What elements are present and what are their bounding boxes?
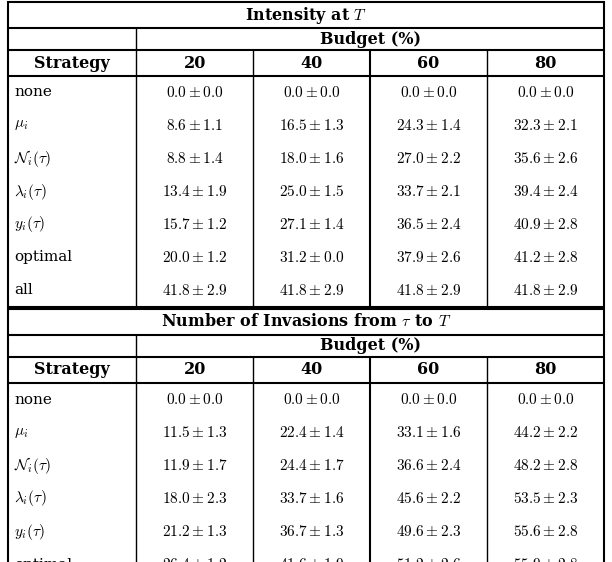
Text: $\mathcal{N}_i(\tau)$: $\mathcal{N}_i(\tau)$: [14, 148, 51, 169]
Text: 20: 20: [184, 55, 206, 71]
Text: $55.6\pm2.8$: $55.6\pm2.8$: [513, 524, 578, 539]
Text: $41.8\pm2.9$: $41.8\pm2.9$: [162, 283, 227, 298]
Bar: [8, 309, 604, 562]
Text: $48.2\pm2.8$: $48.2\pm2.8$: [513, 458, 578, 473]
Text: $11.5\pm1.3$: $11.5\pm1.3$: [162, 425, 227, 440]
Text: $0.0\pm0.0$: $0.0\pm0.0$: [517, 85, 575, 100]
Text: $33.1\pm1.6$: $33.1\pm1.6$: [396, 425, 461, 440]
Text: $0.0\pm0.0$: $0.0\pm0.0$: [166, 85, 223, 100]
Text: 80: 80: [534, 361, 557, 378]
Text: $41.6\pm1.9$: $41.6\pm1.9$: [279, 557, 344, 562]
Text: $18.0\pm1.6$: $18.0\pm1.6$: [279, 151, 344, 166]
Text: Strategy: Strategy: [34, 55, 110, 71]
Text: $36.7\pm1.3$: $36.7\pm1.3$: [279, 524, 344, 539]
Text: 40: 40: [300, 361, 323, 378]
Text: $8.8\pm1.4$: $8.8\pm1.4$: [166, 151, 223, 166]
Text: $31.2\pm0.0$: $31.2\pm0.0$: [279, 250, 345, 265]
Text: optimal: optimal: [14, 558, 72, 562]
Text: none: none: [14, 85, 52, 99]
Text: Intensity at $T$: Intensity at $T$: [245, 4, 367, 25]
Text: $y_i(\tau)$: $y_i(\tau)$: [14, 522, 45, 542]
Text: $\lambda_i(\tau)$: $\lambda_i(\tau)$: [14, 182, 47, 202]
Text: $0.0\pm0.0$: $0.0\pm0.0$: [283, 85, 340, 100]
Text: $45.6\pm2.2$: $45.6\pm2.2$: [396, 491, 461, 506]
Text: $26.4\pm1.2$: $26.4\pm1.2$: [162, 557, 227, 562]
Text: $49.6\pm2.3$: $49.6\pm2.3$: [396, 524, 461, 539]
Text: $33.7\pm2.1$: $33.7\pm2.1$: [396, 184, 461, 199]
Text: $36.6\pm2.4$: $36.6\pm2.4$: [396, 458, 461, 473]
Text: $44.2\pm2.2$: $44.2\pm2.2$: [513, 425, 578, 440]
Text: 40: 40: [300, 55, 323, 71]
Text: $22.4\pm1.4$: $22.4\pm1.4$: [279, 425, 345, 440]
Text: $18.0\pm2.3$: $18.0\pm2.3$: [162, 491, 227, 506]
Text: $40.9\pm2.8$: $40.9\pm2.8$: [513, 217, 578, 232]
Text: all: all: [14, 283, 33, 297]
Text: $27.0\pm2.2$: $27.0\pm2.2$: [396, 151, 461, 166]
Bar: [8, 2, 604, 307]
Text: optimal: optimal: [14, 251, 72, 265]
Text: $55.9\pm2.8$: $55.9\pm2.8$: [513, 557, 578, 562]
Text: Number of Invasions from $\tau$ to $T$: Number of Invasions from $\tau$ to $T$: [161, 314, 451, 330]
Text: $15.7\pm1.2$: $15.7\pm1.2$: [162, 217, 227, 232]
Text: $8.6\pm1.1$: $8.6\pm1.1$: [166, 118, 223, 133]
Text: $\lambda_i(\tau)$: $\lambda_i(\tau)$: [14, 488, 47, 509]
Text: $35.6\pm2.6$: $35.6\pm2.6$: [513, 151, 578, 166]
Text: $0.0\pm0.0$: $0.0\pm0.0$: [283, 392, 340, 407]
Text: none: none: [14, 392, 52, 406]
Text: $33.7\pm1.6$: $33.7\pm1.6$: [279, 491, 344, 506]
Text: $25.0\pm1.5$: $25.0\pm1.5$: [279, 184, 344, 199]
Text: $0.0\pm0.0$: $0.0\pm0.0$: [400, 85, 457, 100]
Text: $\mu_i$: $\mu_i$: [14, 119, 28, 133]
Text: 80: 80: [534, 55, 557, 71]
Text: $24.3\pm1.4$: $24.3\pm1.4$: [396, 118, 461, 133]
Text: $\mathcal{N}_i(\tau)$: $\mathcal{N}_i(\tau)$: [14, 455, 51, 476]
Text: $41.8\pm2.9$: $41.8\pm2.9$: [279, 283, 344, 298]
Text: $0.0\pm0.0$: $0.0\pm0.0$: [166, 392, 223, 407]
Text: $\mu_i$: $\mu_i$: [14, 425, 28, 439]
Text: $51.2\pm2.6$: $51.2\pm2.6$: [396, 557, 461, 562]
Text: $0.0\pm0.0$: $0.0\pm0.0$: [517, 392, 575, 407]
Text: $53.5\pm2.3$: $53.5\pm2.3$: [513, 491, 578, 506]
Text: $20.0\pm1.2$: $20.0\pm1.2$: [162, 250, 227, 265]
Text: Strategy: Strategy: [34, 361, 110, 378]
Text: $y_i(\tau)$: $y_i(\tau)$: [14, 215, 45, 234]
Text: Budget (%): Budget (%): [319, 30, 420, 48]
Text: $0.0\pm0.0$: $0.0\pm0.0$: [400, 392, 457, 407]
Text: $21.2\pm1.3$: $21.2\pm1.3$: [162, 524, 227, 539]
Text: Budget (%): Budget (%): [319, 338, 420, 355]
Text: $16.5\pm1.3$: $16.5\pm1.3$: [279, 118, 344, 133]
Text: $24.4\pm1.7$: $24.4\pm1.7$: [278, 458, 345, 473]
Text: 60: 60: [417, 361, 439, 378]
Text: 20: 20: [184, 361, 206, 378]
Text: $41.2\pm2.8$: $41.2\pm2.8$: [513, 250, 578, 265]
Text: $13.4\pm1.9$: $13.4\pm1.9$: [162, 184, 227, 199]
Text: 60: 60: [417, 55, 439, 71]
Text: $11.9\pm1.7$: $11.9\pm1.7$: [162, 458, 228, 473]
Text: $39.4\pm2.4$: $39.4\pm2.4$: [513, 184, 578, 199]
Text: $41.8\pm2.9$: $41.8\pm2.9$: [513, 283, 578, 298]
Text: $27.1\pm1.4$: $27.1\pm1.4$: [279, 217, 345, 232]
Text: $41.8\pm2.9$: $41.8\pm2.9$: [396, 283, 461, 298]
Text: $37.9\pm2.6$: $37.9\pm2.6$: [396, 250, 461, 265]
Text: $32.3\pm2.1$: $32.3\pm2.1$: [513, 118, 578, 133]
Text: $36.5\pm2.4$: $36.5\pm2.4$: [396, 217, 461, 232]
